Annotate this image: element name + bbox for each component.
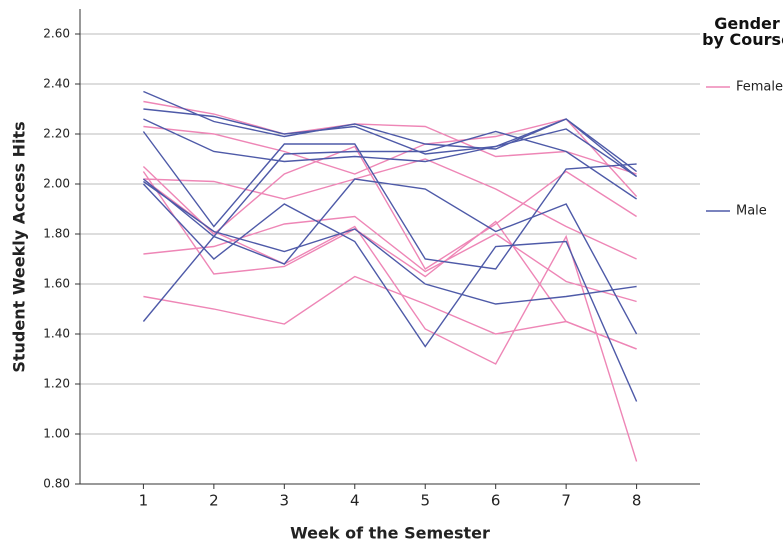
legend-label: Female: [736, 80, 783, 95]
series-line: [142, 178, 638, 335]
series-line: [143, 275, 637, 350]
series-line: [143, 118, 638, 197]
series-line: [143, 180, 637, 305]
x-tick-label: 1: [139, 492, 149, 510]
series-line: [143, 158, 637, 260]
y-tick-label: 2.20: [43, 127, 70, 141]
series-line: [143, 100, 637, 175]
x-tick-label: 2: [209, 492, 219, 510]
y-axis-label: Student Weekly Access Hits: [10, 121, 29, 372]
x-tick-label: 3: [280, 492, 290, 510]
y-tick-label: 1.20: [43, 377, 70, 391]
legend-label: Male: [736, 204, 767, 219]
series-line: [142, 145, 637, 270]
series-line: [142, 183, 638, 402]
x-tick-label: 6: [491, 492, 501, 510]
y-tick-label: 2.60: [43, 27, 70, 41]
x-tick-label: 5: [420, 492, 430, 510]
series-line: [142, 131, 637, 270]
y-tick-label: 1.80: [43, 227, 70, 241]
y-tick-label: 2.40: [43, 77, 70, 91]
legend-title: Gender by Course: [702, 14, 783, 49]
series-line: [142, 130, 637, 238]
series-line: [143, 108, 638, 178]
series-line: [142, 171, 637, 350]
y-tick-label: 0.80: [43, 477, 70, 491]
x-tick-label: 4: [350, 492, 360, 510]
series-line: [143, 215, 637, 303]
series-line: [143, 118, 637, 178]
y-tick-label: 2.00: [43, 177, 70, 191]
y-tick-label: 1.60: [43, 277, 70, 291]
y-tick-label: 1.00: [43, 427, 70, 441]
x-tick-label: 7: [561, 492, 571, 510]
x-axis-label: Week of the Semester: [290, 524, 490, 543]
y-tick-label: 1.40: [43, 327, 70, 341]
x-tick-label: 8: [632, 492, 642, 510]
series-line: [142, 178, 638, 462]
